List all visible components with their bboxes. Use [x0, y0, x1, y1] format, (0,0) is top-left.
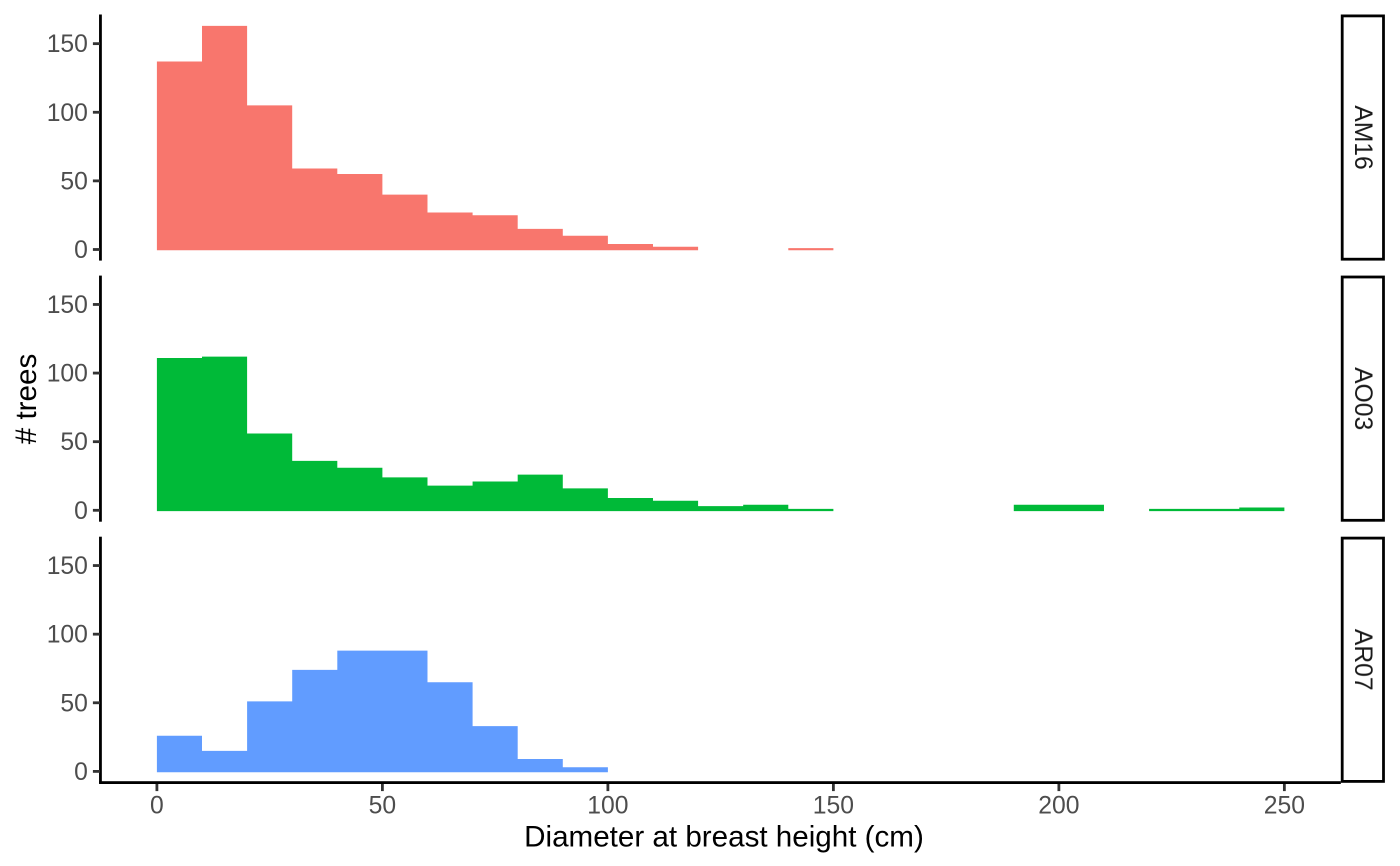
svg-text:100: 100: [47, 100, 88, 127]
svg-text:# trees: # trees: [10, 354, 43, 444]
svg-text:Diameter at breast height (cm): Diameter at breast height (cm): [524, 820, 924, 853]
svg-text:200: 200: [1038, 792, 1079, 819]
svg-text:150: 150: [47, 31, 88, 58]
svg-text:100: 100: [587, 792, 628, 819]
svg-text:AO03: AO03: [1349, 367, 1376, 430]
svg-text:0: 0: [74, 759, 88, 786]
svg-text:50: 50: [60, 429, 87, 456]
svg-text:50: 50: [60, 690, 87, 717]
svg-text:150: 150: [813, 792, 854, 819]
svg-text:150: 150: [47, 292, 88, 319]
svg-text:0: 0: [150, 792, 164, 819]
svg-text:50: 50: [60, 168, 87, 195]
svg-text:AR07: AR07: [1349, 629, 1376, 691]
svg-text:150: 150: [47, 553, 88, 580]
svg-text:100: 100: [47, 622, 88, 649]
svg-text:50: 50: [369, 792, 396, 819]
svg-text:100: 100: [47, 361, 88, 388]
svg-text:250: 250: [1264, 792, 1305, 819]
svg-text:AM16: AM16: [1349, 105, 1376, 170]
svg-text:0: 0: [74, 237, 88, 264]
svg-text:0: 0: [74, 498, 88, 525]
